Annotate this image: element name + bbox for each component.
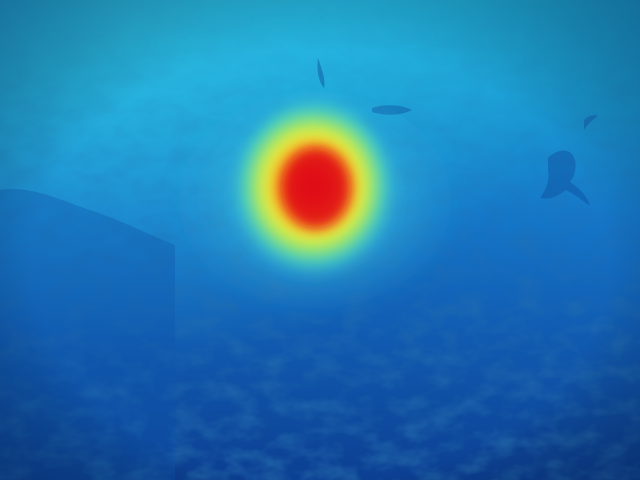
diver-silhouette <box>540 150 590 206</box>
heat-core <box>282 148 350 228</box>
